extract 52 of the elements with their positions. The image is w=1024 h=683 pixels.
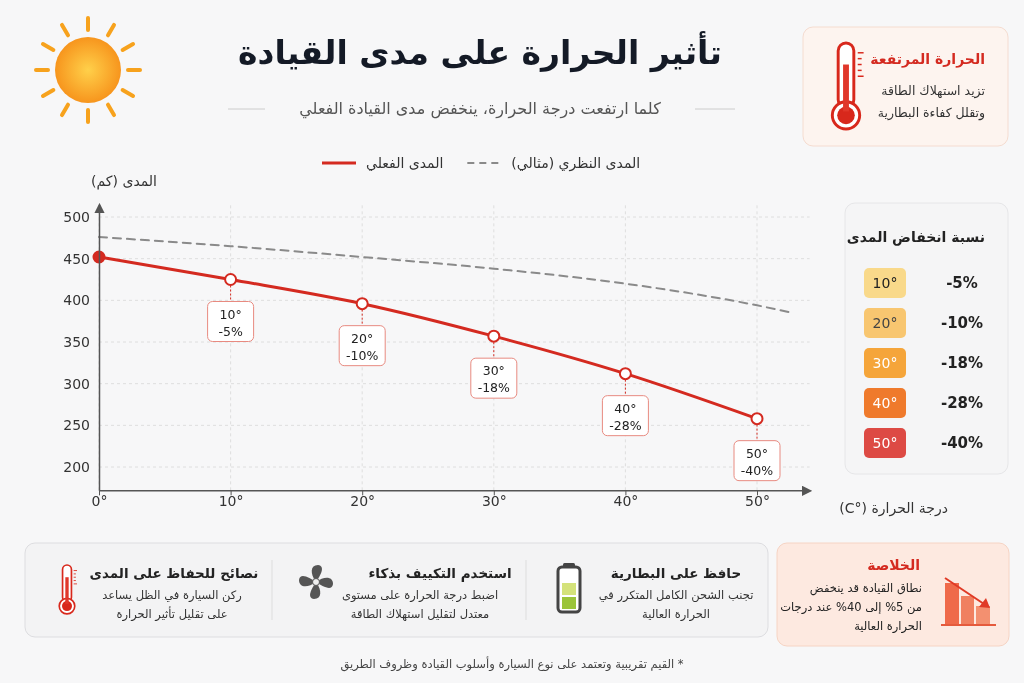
text: -18% [940,354,984,372]
text: 30° [872,355,898,371]
text: 20° [872,315,898,331]
y-tick-label: 250 [63,417,90,434]
annotation: 30° -18% [477,363,511,396]
y-tick-label: 400 [63,292,90,309]
text: اضبط درجة الحرارة على مستوى معتدل لتقليل استهلاك الطاقة [341,588,499,621]
text: 40° [872,395,898,411]
text: نصائح للحفاظ على المدى [89,565,259,581]
y-tick-label: 350 [63,333,90,350]
text: -5% [946,274,978,292]
text: ركن السيارة في الظل يساعد على تقليل تأثير الحرارة [102,588,242,622]
point [355,297,369,311]
text: تزيد استهلاك الطاقة وتقلل كفاءة البطارية [877,83,986,121]
y-tick-label: 200 [63,458,90,475]
y-tick-label: 500 [63,208,90,225]
point [92,250,106,264]
text: الحرارة المرتفعة [870,51,985,68]
text: الخلاصة [867,557,920,573]
text: تجنب الشحن الكامل المتكرر في الحرارة العالية [598,588,754,622]
x-axis-title: درجة الحرارة (°C) [839,500,948,517]
text: 10° [872,275,898,291]
y-axis-title: المدى (كم) [91,173,157,190]
x-tick-label: 10° [218,493,244,510]
annotation: 50° -40% [740,445,774,478]
point [487,329,501,343]
text: * القيم تقريبية وتعتمد على نوع السيارة وأسلوب القيادة وظروف الطريق [340,656,684,672]
point [224,273,238,286]
text: -28% [940,394,984,412]
legend-label: المدى الفعلي [366,155,444,172]
annotation: 40° -28% [609,400,642,433]
point [750,412,764,426]
text: استخدم التكييف بذكاء [368,565,512,582]
chart-title: تأثير الحرارة على مدى القيادة [238,31,722,73]
text: نطاق القيادة قد ينخفض من 5% إلى 40% عند درجات الحرارة العالية [780,581,922,634]
annotation: 10° -5% [218,306,243,339]
x-tick-label: 50° [745,493,770,510]
x-tick-label: 20° [350,493,376,510]
annotation: 20° -10% [346,330,379,363]
point [618,367,632,381]
chart-subtitle: كلما ارتفعت درجة الحرارة، ينخفض مدى القيادة الفعلي [299,99,662,119]
text: حافظ على البطارية [610,565,742,581]
y-tick-label: 300 [63,375,90,392]
text: 50° [872,435,898,451]
text: نسبة انخفاض المدى [846,229,985,246]
y-tick-label: 450 [63,250,90,267]
text: -10% [940,314,984,332]
legend-label: المدى النظري (مثالي) [511,155,641,172]
x-tick-label: 40° [613,493,639,510]
x-tick-label: 0° [91,493,108,510]
x-tick-label: 30° [481,493,507,510]
text: -40% [940,434,984,452]
